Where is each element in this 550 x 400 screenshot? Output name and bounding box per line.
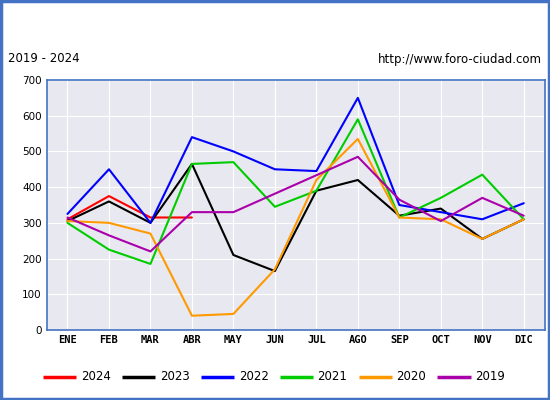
Text: 2022: 2022 xyxy=(239,370,268,384)
Text: Evolucion Nº Turistas Nacionales en el municipio de la Vall de Laguar: Evolucion Nº Turistas Nacionales en el m… xyxy=(16,14,534,28)
Text: 2024: 2024 xyxy=(81,370,111,384)
Text: 2019: 2019 xyxy=(475,370,505,384)
Text: 2020: 2020 xyxy=(397,370,426,384)
Text: 2019 - 2024: 2019 - 2024 xyxy=(8,52,80,66)
Text: 2023: 2023 xyxy=(160,370,190,384)
Text: http://www.foro-ciudad.com: http://www.foro-ciudad.com xyxy=(378,52,542,66)
Text: 2021: 2021 xyxy=(317,370,348,384)
